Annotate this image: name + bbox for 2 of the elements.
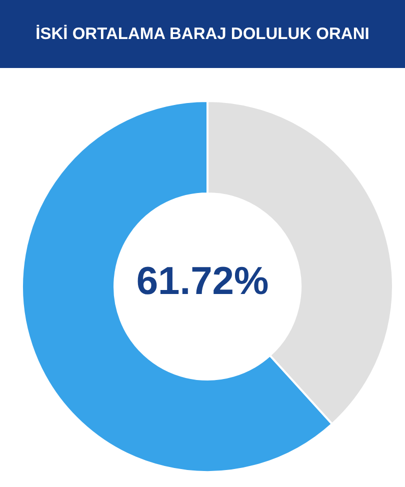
chart-title: İSKİ ORTALAMA BARAJ DOLULUK ORANI <box>36 24 370 44</box>
text: 61.72% <box>136 260 269 304</box>
